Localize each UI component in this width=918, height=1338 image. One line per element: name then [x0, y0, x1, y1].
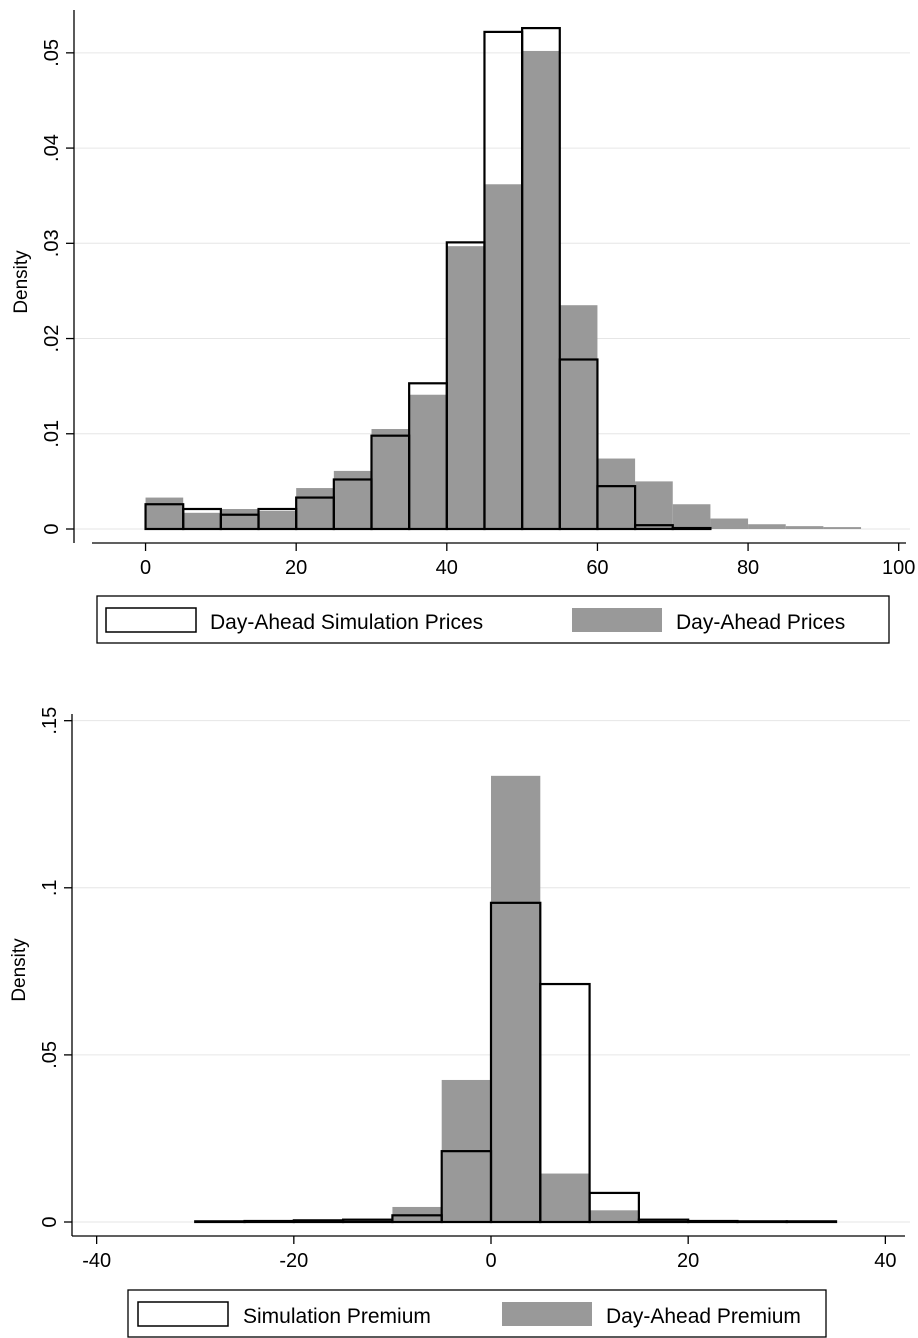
legend-swatch-fill [502, 1302, 592, 1326]
legend-label-simulation-prices: Day-Ahead Simulation Prices [210, 611, 483, 634]
y-tick-label: 0 [41, 523, 63, 534]
bar-day-ahead [540, 1173, 590, 1222]
bar-day-ahead [491, 775, 541, 1222]
y-tick-label: .1 [39, 879, 61, 896]
x-tick-label: 80 [737, 557, 759, 579]
legend-label-day-ahead-prices: Day-Ahead Prices [676, 611, 845, 634]
bar-simulation [292, 1219, 345, 1224]
y-axis-title: Density [9, 938, 30, 1002]
bar-day-ahead [748, 524, 786, 529]
legend-box [96, 595, 890, 644]
legend-label-day-ahead-premium: Day-Ahead Premium [606, 1305, 801, 1328]
x-tick-label: 40 [436, 557, 458, 579]
bar-day-ahead [522, 50, 560, 530]
bar-day-ahead [258, 510, 297, 529]
legend-box [127, 1289, 827, 1338]
bar-day-ahead [823, 527, 862, 529]
bar-simulation [671, 526, 712, 531]
legend-swatch-fill [572, 608, 662, 632]
bar-day-ahead [409, 394, 447, 529]
legend: Day-Ahead Simulation Prices Day-Ahead Pr… [96, 595, 890, 644]
bar-day-ahead [638, 1219, 689, 1222]
bar-day-ahead [333, 470, 372, 529]
x-tick-label: 0 [140, 557, 151, 579]
bar-simulation [243, 1219, 295, 1224]
y-tick-label: 0 [39, 1216, 61, 1227]
legend-swatch-outline [105, 607, 197, 633]
bar-day-ahead [296, 488, 334, 529]
bar-simulation [558, 358, 599, 531]
bar-simulation [539, 982, 591, 1224]
x-tick-label: 20 [285, 557, 307, 579]
bar-day-ahead [589, 1210, 639, 1222]
x-tick-label: 100 [882, 557, 915, 579]
bar-day-ahead [635, 481, 673, 529]
legend-label-simulation-premium: Simulation Premium [243, 1305, 431, 1328]
y-tick-label: .04 [41, 134, 63, 162]
y-axis-title: Density [11, 250, 32, 314]
bar-simulation [687, 1219, 739, 1224]
bar-day-ahead [220, 509, 259, 529]
bar-day-ahead [484, 184, 523, 530]
bar-day-ahead [183, 512, 221, 529]
y-tick-label: .05 [41, 39, 63, 67]
x-tick-label: 40 [874, 1250, 896, 1272]
y-tick-label: .05 [39, 1041, 61, 1069]
bar-day-ahead [785, 526, 824, 529]
bar-simulation [596, 485, 637, 531]
x-tick-label: -20 [279, 1250, 308, 1272]
bar-simulation [194, 1220, 246, 1224]
bar-day-ahead [672, 504, 711, 529]
histogram-chart-premium: Density 0 .05 .1 .15 -40 -20 0 20 40 Simulation … [9, 707, 910, 1338]
legend: Simulation Premium Day-Ahead Premium [127, 1289, 827, 1338]
bar-day-ahead [446, 246, 485, 529]
x-tick-label: 0 [485, 1250, 496, 1272]
bar-day-ahead [597, 458, 636, 529]
y-tick-label: .01 [41, 420, 63, 448]
x-tick-label: -40 [82, 1250, 111, 1272]
x-tick-label: 20 [677, 1250, 699, 1272]
bar-simulation [785, 1220, 838, 1224]
bar-simulation [588, 1191, 640, 1224]
bar-simulation [521, 26, 561, 531]
histogram-chart-prices: Density 0 .01 .02 .03 .04 .05 0 20 40 60 80 100 Day… [11, 10, 915, 644]
bar-day-ahead [559, 305, 598, 529]
y-tick-label: .02 [41, 325, 63, 353]
bar-day-ahead [371, 429, 410, 529]
bar-day-ahead [145, 497, 184, 529]
y-tick-label: .15 [39, 707, 61, 735]
bar-simulation [736, 1220, 788, 1224]
x-tick-label: 60 [586, 557, 608, 579]
bar-day-ahead [710, 518, 749, 529]
y-tick-label: .03 [41, 229, 63, 257]
legend-swatch-outline [137, 1301, 229, 1327]
